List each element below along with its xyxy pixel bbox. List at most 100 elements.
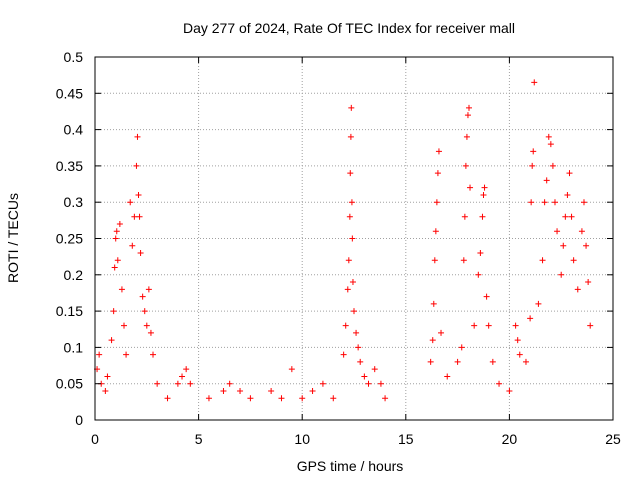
data-point xyxy=(583,242,590,249)
data-point xyxy=(347,170,354,177)
data-point xyxy=(349,279,356,286)
data-point xyxy=(110,308,117,315)
data-point xyxy=(545,133,552,140)
x-tick-label: 10 xyxy=(294,431,310,447)
data-point xyxy=(357,358,364,365)
data-point xyxy=(496,380,503,387)
x-tick-label: 15 xyxy=(398,431,414,447)
data-point xyxy=(463,133,470,140)
data-point xyxy=(431,257,438,264)
data-point xyxy=(136,213,143,220)
data-point xyxy=(551,199,558,206)
data-point xyxy=(340,351,347,358)
data-point xyxy=(96,351,103,358)
data-point xyxy=(512,322,519,329)
data-point xyxy=(461,213,468,220)
data-point xyxy=(558,271,565,278)
data-point xyxy=(319,380,326,387)
y-tick-label: 0.15 xyxy=(56,303,83,319)
data-point xyxy=(345,257,352,264)
data-point xyxy=(467,184,474,191)
data-point xyxy=(430,300,437,307)
data-point xyxy=(541,199,548,206)
y-tick-label: 0.25 xyxy=(56,231,83,247)
data-point xyxy=(102,387,109,394)
data-point xyxy=(458,344,465,351)
data-point xyxy=(150,351,157,358)
y-tick-label: 0.05 xyxy=(56,376,83,392)
data-point xyxy=(578,228,585,235)
data-point xyxy=(346,213,353,220)
data-point xyxy=(564,191,571,198)
data-point xyxy=(480,191,487,198)
data-point xyxy=(516,351,523,358)
data-point xyxy=(462,162,469,169)
data-point xyxy=(118,286,125,293)
data-point xyxy=(113,228,120,235)
data-point xyxy=(377,380,384,387)
data-point xyxy=(344,286,351,293)
data-point xyxy=(475,271,482,278)
data-point xyxy=(164,395,171,402)
data-point xyxy=(535,300,542,307)
data-point xyxy=(433,199,440,206)
data-points xyxy=(94,79,594,402)
data-point xyxy=(432,228,439,235)
data-point xyxy=(348,104,355,111)
data-point xyxy=(135,191,142,198)
data-point xyxy=(566,170,573,177)
data-point xyxy=(147,329,154,336)
data-point xyxy=(530,148,537,155)
data-point xyxy=(220,387,227,394)
data-point xyxy=(580,199,587,206)
data-point xyxy=(187,380,194,387)
chart-title: Day 277 of 2024, Rate Of TEC Index for r… xyxy=(183,20,515,36)
data-point xyxy=(479,213,486,220)
data-point xyxy=(342,322,349,329)
data-point xyxy=(514,337,521,344)
data-point xyxy=(522,358,529,365)
data-point xyxy=(464,112,471,119)
data-point xyxy=(143,322,150,329)
data-point xyxy=(133,162,140,169)
data-point xyxy=(299,395,306,402)
data-point xyxy=(123,351,130,358)
data-point xyxy=(237,387,244,394)
data-point xyxy=(444,373,451,380)
data-point xyxy=(154,380,161,387)
data-point xyxy=(131,213,138,220)
data-point xyxy=(108,337,115,344)
y-tick-label: 0.35 xyxy=(56,158,83,174)
data-point xyxy=(471,322,478,329)
data-point xyxy=(585,279,592,286)
data-point xyxy=(371,366,378,373)
data-point xyxy=(554,228,561,235)
data-point xyxy=(483,293,490,300)
data-point xyxy=(539,257,546,264)
y-tick-label: 0.3 xyxy=(64,194,84,210)
data-point xyxy=(506,387,513,394)
data-point xyxy=(247,395,254,402)
data-point xyxy=(543,177,550,184)
x-tick-label: 25 xyxy=(605,431,621,447)
data-point xyxy=(114,257,121,264)
axis-ticks xyxy=(94,56,614,421)
data-point xyxy=(309,387,316,394)
data-point xyxy=(355,344,362,351)
data-point xyxy=(127,199,134,206)
y-tick-label: 0 xyxy=(75,412,83,428)
data-point xyxy=(560,242,567,249)
data-point xyxy=(568,213,575,220)
data-point xyxy=(382,395,389,402)
y-tick-labels: 0 0.05 0.1 0.15 0.2 0.25 0.3 0.35 0.4 0.45 0.5 xyxy=(56,49,83,428)
data-point xyxy=(477,250,484,257)
data-point xyxy=(104,373,111,380)
data-point xyxy=(111,264,118,271)
data-point xyxy=(347,133,354,140)
data-point xyxy=(489,358,496,365)
data-point xyxy=(129,242,136,249)
data-point xyxy=(349,235,356,242)
data-point xyxy=(531,79,538,86)
data-point xyxy=(112,235,119,242)
